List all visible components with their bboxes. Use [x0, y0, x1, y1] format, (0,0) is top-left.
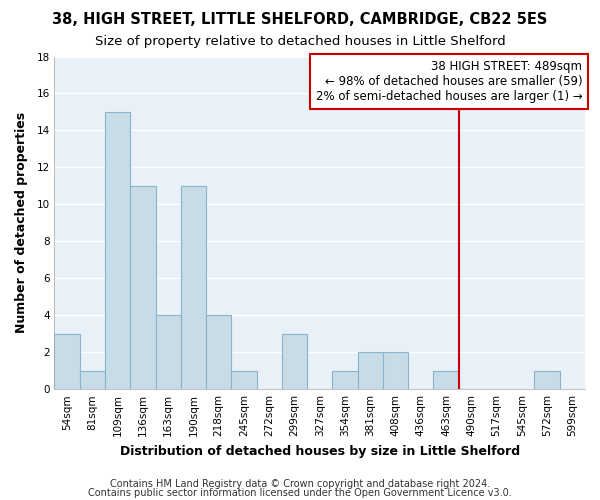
Bar [80, 370, 105, 389]
Bar [383, 352, 408, 389]
Text: Size of property relative to detached houses in Little Shelford: Size of property relative to detached ho… [95, 35, 505, 48]
Bar [181, 186, 206, 389]
Bar [282, 334, 307, 389]
Bar [332, 370, 358, 389]
Bar [105, 112, 130, 389]
X-axis label: Distribution of detached houses by size in Little Shelford: Distribution of detached houses by size … [119, 444, 520, 458]
Bar [130, 186, 155, 389]
Bar [358, 352, 383, 389]
Bar [433, 370, 458, 389]
Bar [55, 334, 80, 389]
Text: Contains HM Land Registry data © Crown copyright and database right 2024.: Contains HM Land Registry data © Crown c… [110, 479, 490, 489]
Bar [155, 316, 181, 389]
Text: Contains public sector information licensed under the Open Government Licence v3: Contains public sector information licen… [88, 488, 512, 498]
Bar [231, 370, 257, 389]
Bar [206, 316, 231, 389]
Text: 38 HIGH STREET: 489sqm
← 98% of detached houses are smaller (59)
2% of semi-deta: 38 HIGH STREET: 489sqm ← 98% of detached… [316, 60, 583, 103]
Bar [535, 370, 560, 389]
Text: 38, HIGH STREET, LITTLE SHELFORD, CAMBRIDGE, CB22 5ES: 38, HIGH STREET, LITTLE SHELFORD, CAMBRI… [52, 12, 548, 28]
Y-axis label: Number of detached properties: Number of detached properties [15, 112, 28, 334]
